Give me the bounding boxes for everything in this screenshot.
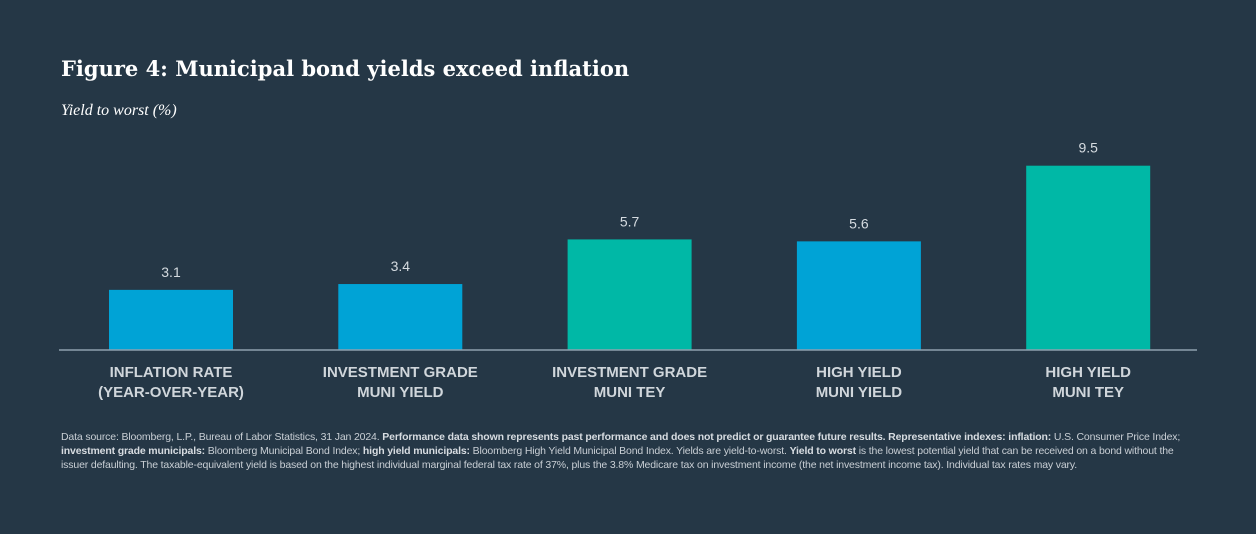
footnote-segment-4: investment grade municipals: (61, 445, 206, 457)
footnote-segment-2: Performance data shown represents past p… (382, 431, 1052, 443)
footnote-segment-3: U.S. Consumer Price Index; (1051, 431, 1181, 443)
bar-value-label-4: 5.6 (849, 215, 869, 231)
bar-4 (796, 241, 921, 350)
chart-subtitle: Yield to worst (%) (61, 102, 177, 119)
bar-value-label-2: 3.4 (391, 258, 411, 274)
category-label-3-line-1: INVESTMENT GRADE (552, 364, 707, 381)
bar-5 (1026, 165, 1151, 350)
bar-1 (109, 289, 233, 350)
footnote-segment-9: is the lowest potential yield that can b… (61, 445, 1174, 471)
footnote-segment-5: Bloomberg Municipal Bond Index; (205, 445, 363, 457)
bar-2 (338, 284, 463, 350)
bars-group (109, 165, 1151, 350)
footnote: Data source: Bloomberg, L.P., Bureau of … (61, 430, 1196, 472)
footnote-segment-8: Yield to worst (789, 445, 857, 457)
bar-value-label-3: 5.7 (620, 213, 640, 229)
category-label-2-line-2: MUNI YIELD (357, 384, 444, 401)
chart-title: Figure 4: Municipal bond yields exceed i… (61, 56, 630, 81)
category-label-3-line-2: MUNI TEY (594, 384, 666, 401)
footnote-segment-6: high yield municipals: (362, 445, 470, 457)
category-label-5-line-1: HIGH YIELD (1045, 364, 1131, 381)
category-label-1-line-1: INFLATION RATE (110, 364, 233, 381)
bar-value-label-5: 9.5 (1078, 140, 1098, 156)
value-labels-group: 3.1 3.4 5.7 5.6 9.5 (161, 140, 1098, 280)
footnote-segment-7: Bloomberg High Yield Municipal Bond Inde… (469, 445, 790, 457)
category-labels-group: INFLATION RATE (YEAR-OVER-YEAR) INVESTMENT… (98, 364, 1131, 401)
bar-chart: 3.1 3.4 5.7 5.6 9.5 INFLATION RATE (YEAR-OVER… (59, 140, 1197, 401)
bar-value-label-1: 3.1 (161, 264, 181, 280)
bar-3 (567, 239, 692, 350)
category-label-4-line-2: MUNI YIELD (816, 384, 903, 401)
category-label-2-line-1: INVESTMENT GRADE (323, 364, 478, 381)
footnote-segment-1: Data source: Bloomberg, L.P., Bureau of … (61, 431, 383, 443)
category-label-4-line-1: HIGH YIELD (816, 364, 902, 381)
category-label-1-line-2: (YEAR-OVER-YEAR) (98, 384, 244, 401)
category-label-5-line-2: MUNI TEY (1052, 384, 1124, 401)
